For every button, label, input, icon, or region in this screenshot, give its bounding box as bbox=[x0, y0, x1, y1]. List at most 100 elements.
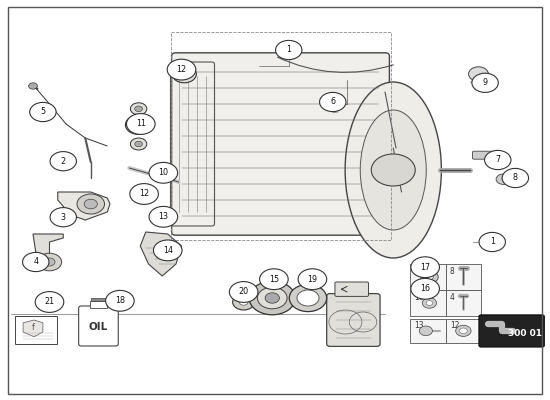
Circle shape bbox=[153, 212, 171, 224]
Circle shape bbox=[371, 154, 415, 186]
Circle shape bbox=[229, 282, 258, 302]
Text: 9: 9 bbox=[482, 78, 488, 87]
FancyBboxPatch shape bbox=[472, 151, 495, 159]
Circle shape bbox=[257, 287, 287, 309]
Circle shape bbox=[455, 325, 471, 336]
Text: 5: 5 bbox=[40, 108, 46, 116]
Circle shape bbox=[130, 103, 147, 115]
Text: 12: 12 bbox=[450, 321, 459, 330]
Text: 10: 10 bbox=[158, 168, 168, 177]
Circle shape bbox=[167, 59, 196, 80]
Circle shape bbox=[139, 193, 147, 199]
Circle shape bbox=[23, 252, 49, 272]
Text: 2: 2 bbox=[60, 157, 66, 166]
Text: 19: 19 bbox=[307, 275, 317, 284]
Circle shape bbox=[426, 274, 433, 280]
Circle shape bbox=[411, 278, 439, 299]
FancyBboxPatch shape bbox=[327, 294, 380, 346]
Text: 3: 3 bbox=[60, 213, 66, 222]
Circle shape bbox=[149, 162, 178, 183]
Circle shape bbox=[459, 328, 468, 334]
Text: 11: 11 bbox=[136, 120, 146, 128]
Circle shape bbox=[469, 67, 488, 81]
FancyBboxPatch shape bbox=[172, 53, 389, 235]
Circle shape bbox=[419, 326, 432, 336]
Circle shape bbox=[426, 301, 433, 306]
Text: 300 01: 300 01 bbox=[508, 329, 542, 338]
Circle shape bbox=[135, 106, 142, 112]
Circle shape bbox=[130, 138, 147, 150]
Ellipse shape bbox=[360, 110, 426, 230]
Circle shape bbox=[265, 293, 279, 303]
Polygon shape bbox=[23, 320, 43, 337]
Polygon shape bbox=[33, 234, 63, 256]
Circle shape bbox=[149, 206, 178, 227]
Text: 15: 15 bbox=[269, 275, 279, 284]
Circle shape bbox=[276, 40, 302, 60]
Circle shape bbox=[239, 299, 248, 305]
Circle shape bbox=[29, 83, 37, 89]
Circle shape bbox=[125, 115, 152, 134]
Text: 12: 12 bbox=[139, 190, 149, 198]
Text: 1: 1 bbox=[490, 238, 495, 246]
Text: OIL: OIL bbox=[89, 322, 108, 332]
Circle shape bbox=[233, 294, 255, 310]
Text: 1: 1 bbox=[286, 46, 292, 54]
Circle shape bbox=[297, 290, 319, 306]
Circle shape bbox=[260, 269, 288, 290]
Bar bbox=[410, 290, 446, 316]
Circle shape bbox=[158, 215, 166, 221]
Circle shape bbox=[106, 290, 134, 311]
Text: 8: 8 bbox=[450, 267, 455, 276]
Circle shape bbox=[472, 73, 498, 92]
Circle shape bbox=[496, 174, 510, 184]
Text: 13: 13 bbox=[414, 321, 424, 330]
Text: 16: 16 bbox=[420, 284, 430, 293]
Polygon shape bbox=[58, 192, 110, 220]
Circle shape bbox=[179, 70, 190, 78]
Polygon shape bbox=[140, 232, 182, 276]
Circle shape bbox=[50, 208, 76, 227]
Bar bbox=[446, 318, 481, 343]
Text: 17: 17 bbox=[414, 267, 424, 276]
Text: 21: 21 bbox=[45, 298, 54, 306]
Text: 18: 18 bbox=[115, 296, 125, 305]
Circle shape bbox=[421, 270, 438, 283]
Circle shape bbox=[30, 102, 56, 122]
Text: 14: 14 bbox=[163, 246, 173, 255]
Bar bbox=[170, 32, 390, 240]
Bar bbox=[446, 264, 481, 290]
Circle shape bbox=[298, 269, 327, 290]
Circle shape bbox=[126, 114, 155, 134]
Circle shape bbox=[50, 152, 76, 171]
Circle shape bbox=[172, 65, 196, 83]
Text: 4: 4 bbox=[33, 258, 39, 266]
Bar bbox=[15, 316, 57, 344]
FancyBboxPatch shape bbox=[479, 315, 544, 347]
FancyBboxPatch shape bbox=[335, 282, 368, 296]
Circle shape bbox=[249, 281, 295, 315]
Circle shape bbox=[133, 120, 145, 129]
Circle shape bbox=[320, 92, 346, 112]
Circle shape bbox=[479, 232, 505, 252]
Circle shape bbox=[35, 292, 64, 312]
Circle shape bbox=[135, 141, 142, 147]
Circle shape bbox=[289, 284, 327, 312]
Circle shape bbox=[502, 168, 529, 188]
Text: 7: 7 bbox=[495, 156, 500, 164]
Text: 4: 4 bbox=[450, 293, 455, 302]
Text: eurospar: eurospar bbox=[174, 170, 398, 214]
Circle shape bbox=[37, 253, 62, 271]
Circle shape bbox=[77, 194, 104, 214]
Circle shape bbox=[153, 240, 182, 261]
Circle shape bbox=[422, 298, 437, 308]
FancyBboxPatch shape bbox=[79, 306, 118, 346]
Text: 20: 20 bbox=[239, 288, 249, 296]
Text: f: f bbox=[31, 324, 35, 332]
Bar bbox=[410, 318, 446, 343]
Bar bbox=[90, 301, 107, 308]
Circle shape bbox=[84, 199, 97, 209]
Text: 6: 6 bbox=[330, 98, 336, 106]
Bar bbox=[410, 264, 446, 290]
Circle shape bbox=[130, 184, 158, 204]
